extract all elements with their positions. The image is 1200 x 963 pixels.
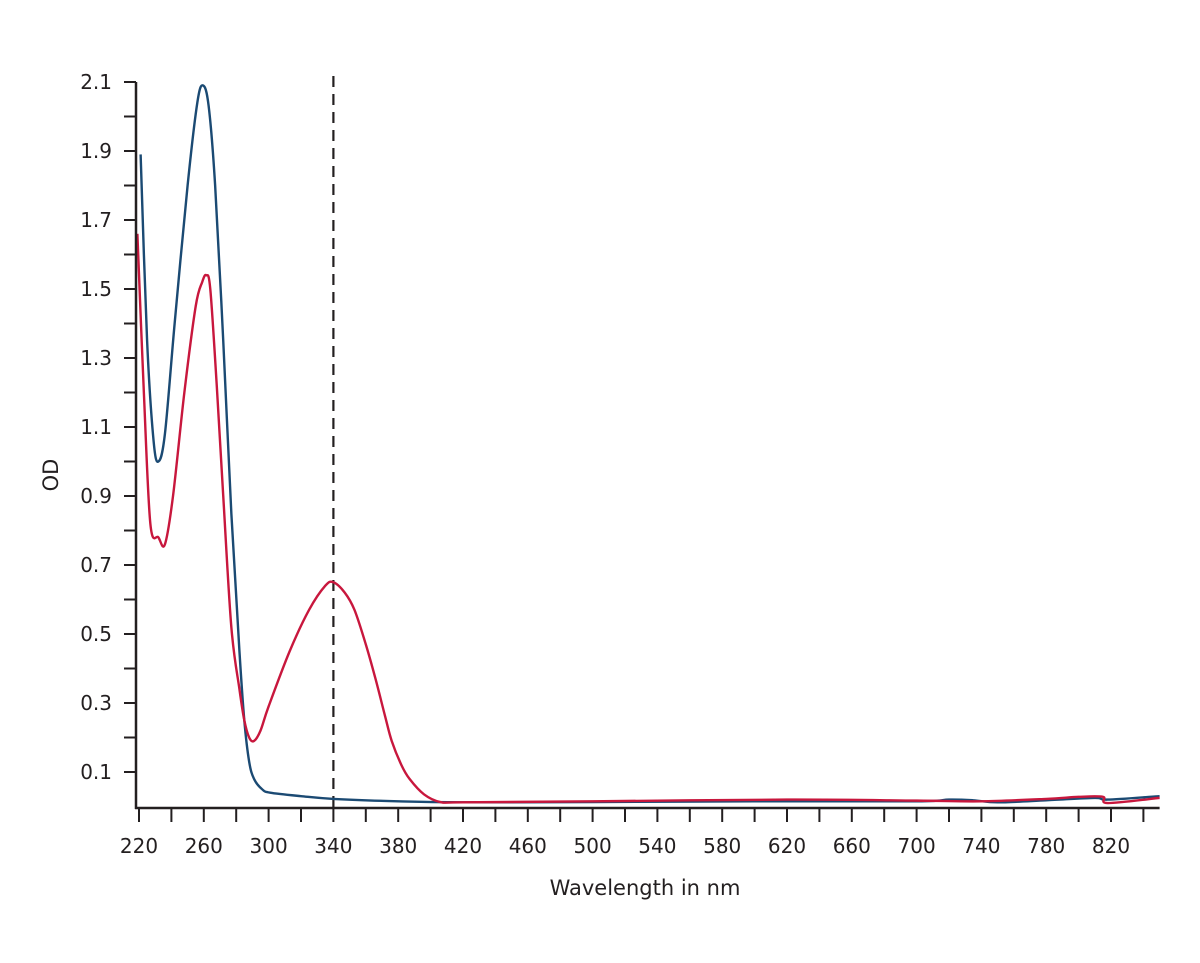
x-tick-label: 300	[250, 834, 288, 858]
x-tick-label: 380	[379, 834, 417, 858]
series-line-1	[139, 84, 1160, 804]
y-tick-label: 1.9	[80, 139, 112, 163]
axes: 220 260 300 340 380 420 460 500 540 580 620 660 700 7…	[80, 70, 1160, 858]
x-tick-label: 220	[120, 834, 158, 858]
x-tick-label: 580	[703, 834, 741, 858]
x-tick-label: 540	[638, 834, 676, 858]
x-tick-label: 340	[314, 834, 352, 858]
y-tick-label: 0.3	[80, 691, 112, 715]
x-tick-label: 620	[768, 834, 806, 858]
y-tick-label: 0.1	[80, 760, 112, 784]
x-tick-label: 740	[962, 834, 1000, 858]
y-tick-label: 0.9	[80, 484, 112, 508]
x-axis-title: Wavelength in nm	[550, 876, 741, 900]
x-tick-label: 460	[509, 834, 547, 858]
y-tick-label: 1.1	[80, 415, 112, 439]
y-tick-label: 1.5	[80, 277, 112, 301]
y-tick-label: 1.7	[80, 208, 112, 232]
y-tick-label: 0.5	[80, 622, 112, 646]
x-tick-label: 500	[574, 834, 612, 858]
x-tick-label: 420	[444, 834, 482, 858]
x-tick-label: 660	[833, 834, 871, 858]
series-line-2	[136, 233, 1160, 805]
x-tick-label: 700	[898, 834, 936, 858]
y-tick-label: 2.1	[80, 70, 112, 94]
plot-area	[136, 76, 1160, 808]
y-tick-label: 0.7	[80, 553, 112, 577]
y-axis-title: OD	[39, 459, 63, 492]
x-tick-label: 780	[1027, 834, 1065, 858]
y-tick-label: 1.3	[80, 346, 112, 370]
x-tick-label: 260	[185, 834, 223, 858]
x-tick-label: 820	[1092, 834, 1130, 858]
